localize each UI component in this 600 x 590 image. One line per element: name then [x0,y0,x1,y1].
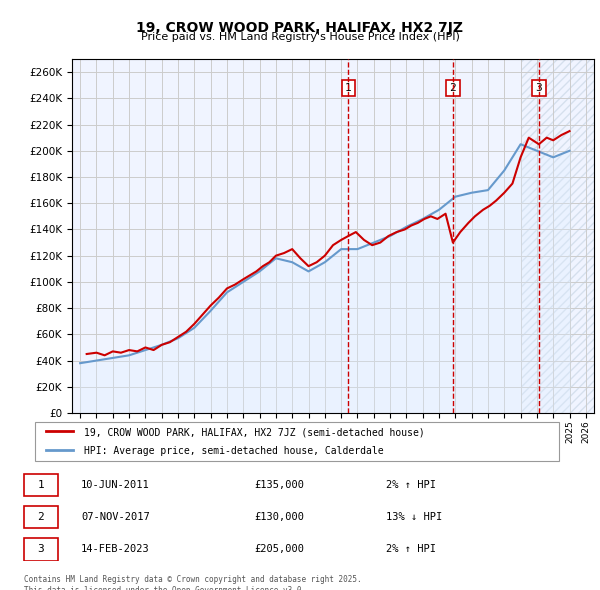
FancyBboxPatch shape [23,474,58,497]
Text: 19, CROW WOOD PARK, HALIFAX, HX2 7JZ: 19, CROW WOOD PARK, HALIFAX, HX2 7JZ [137,21,464,35]
Text: HPI: Average price, semi-detached house, Calderdale: HPI: Average price, semi-detached house,… [84,446,383,455]
FancyBboxPatch shape [23,506,58,529]
Text: 1: 1 [345,83,352,93]
Text: 3: 3 [535,83,542,93]
Text: £130,000: £130,000 [254,512,304,522]
Text: 07-NOV-2017: 07-NOV-2017 [81,512,150,522]
Text: 1: 1 [37,480,44,490]
Text: 2: 2 [37,512,44,522]
Text: 3: 3 [37,543,44,553]
Text: 2% ↑ HPI: 2% ↑ HPI [386,480,436,490]
Text: 2: 2 [449,83,456,93]
Text: Price paid vs. HM Land Registry's House Price Index (HPI): Price paid vs. HM Land Registry's House … [140,32,460,42]
Text: £135,000: £135,000 [254,480,304,490]
Text: 2% ↑ HPI: 2% ↑ HPI [386,543,436,553]
Text: 19, CROW WOOD PARK, HALIFAX, HX2 7JZ (semi-detached house): 19, CROW WOOD PARK, HALIFAX, HX2 7JZ (se… [84,427,425,437]
Text: Contains HM Land Registry data © Crown copyright and database right 2025.
This d: Contains HM Land Registry data © Crown c… [24,575,362,590]
Text: 13% ↓ HPI: 13% ↓ HPI [386,512,443,522]
Text: 14-FEB-2023: 14-FEB-2023 [81,543,150,553]
FancyBboxPatch shape [35,422,559,461]
Text: £205,000: £205,000 [254,543,304,553]
FancyBboxPatch shape [23,537,58,560]
Text: 10-JUN-2011: 10-JUN-2011 [81,480,150,490]
